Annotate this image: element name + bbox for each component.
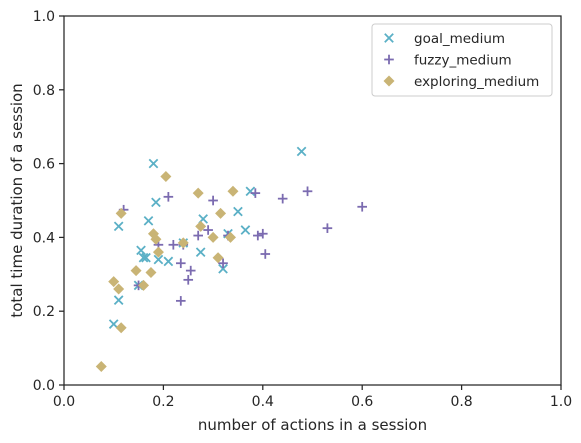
data-point (153, 254, 164, 265)
data-point (136, 245, 146, 256)
data-point (322, 223, 333, 233)
data-point (163, 256, 174, 267)
data-point (193, 230, 203, 241)
y-tick-label: 0.4 (33, 230, 55, 246)
series-exploring_medium (95, 171, 239, 373)
data-point (175, 258, 186, 269)
data-point (183, 275, 194, 285)
legend: goal_medium fuzzy_medium exploring_medium (371, 23, 553, 97)
data-point (143, 215, 154, 226)
data-point (113, 221, 124, 232)
data-point (115, 207, 127, 219)
y-tick-label: 0.0 (33, 378, 55, 394)
data-point (260, 249, 271, 259)
data-markers (95, 146, 367, 373)
legend-marker (384, 33, 394, 43)
x-tick-label: 0.2 (152, 394, 174, 410)
data-point (207, 231, 219, 243)
data-point (218, 263, 228, 274)
data-point (357, 201, 367, 212)
legend-item: exploring_medium (383, 74, 539, 90)
data-point (108, 319, 119, 329)
legend-label: fuzzy_medium (414, 53, 512, 69)
data-point (160, 171, 172, 183)
data-point (175, 296, 186, 306)
data-point (192, 187, 204, 199)
data-point (148, 158, 159, 169)
data-point (163, 192, 174, 202)
data-point (195, 247, 206, 257)
data-point (177, 237, 189, 249)
data-point (138, 252, 149, 263)
data-point (150, 233, 162, 245)
data-point (227, 185, 239, 197)
y-axis-label: total time duration of a session (8, 83, 26, 317)
legend-marker (384, 54, 394, 65)
y-tick-label: 0.6 (33, 157, 55, 173)
data-point (115, 322, 127, 334)
data-point (212, 252, 224, 264)
data-point (113, 283, 125, 295)
x-tick-label: 0.6 (351, 394, 373, 410)
y-tick-label: 0.8 (33, 83, 55, 99)
data-point (250, 188, 261, 198)
data-point (208, 195, 218, 206)
data-point (141, 252, 151, 263)
y-tick-label: 0.2 (33, 304, 55, 320)
legend-label: goal_medium (414, 31, 505, 47)
x-axis-label: number of actions in a session (198, 416, 427, 434)
data-point (224, 231, 236, 243)
legend-item: goal_medium (384, 31, 505, 47)
legend-label: exploring_medium (414, 74, 539, 90)
data-point (95, 361, 107, 373)
legend-box (371, 23, 553, 97)
data-point (218, 258, 228, 269)
series-goal_medium (108, 146, 307, 329)
data-point (277, 193, 288, 204)
axes-frame (63, 15, 562, 386)
data-point (168, 239, 179, 250)
legend-marker (383, 75, 395, 87)
data-point (258, 228, 268, 239)
data-point (215, 207, 227, 219)
data-point (130, 265, 142, 277)
data-point (240, 225, 251, 235)
x-tick-label: 0.0 (53, 394, 75, 410)
data-point (138, 279, 150, 291)
x-tick-label: 0.4 (252, 394, 274, 410)
data-point (253, 230, 263, 241)
data-point (108, 276, 120, 288)
data-point (245, 186, 256, 197)
data-point (296, 146, 307, 157)
data-point (152, 246, 164, 258)
data-point (302, 186, 313, 197)
y-tick-label: 1.0 (33, 9, 55, 25)
data-point (195, 220, 207, 232)
data-point (145, 266, 157, 278)
legend-item: fuzzy_medium (384, 53, 512, 69)
data-point (233, 206, 243, 217)
data-point (203, 225, 213, 235)
data-point (185, 265, 196, 276)
data-point (113, 295, 124, 305)
x-tick-label: 1.0 (550, 394, 572, 410)
axes: 0.0 0.2 0.4 0.6 0.8 1.0 0.0 0.2 0.4 0.6 0.8 1.0 (33, 9, 572, 410)
x-tick-label: 0.8 (450, 394, 472, 410)
data-point (151, 197, 161, 208)
